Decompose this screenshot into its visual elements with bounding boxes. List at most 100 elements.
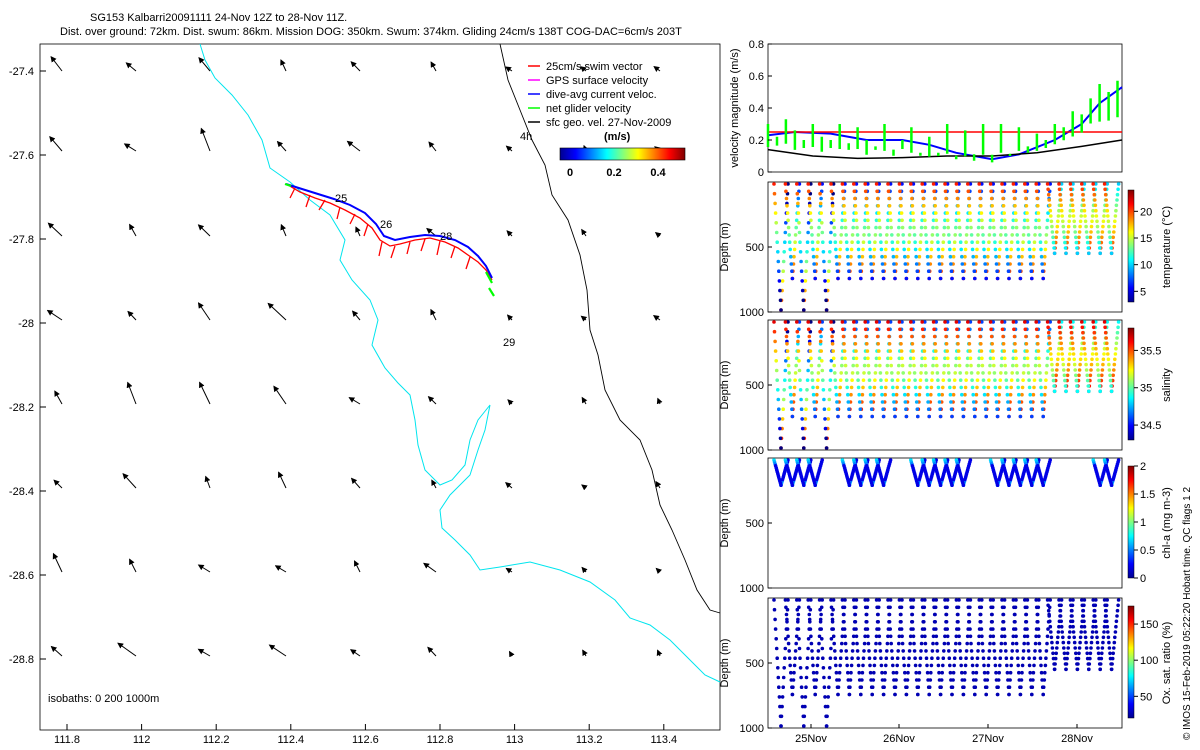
profile-point	[1086, 246, 1091, 250]
profile-point	[817, 225, 821, 230]
profile-point	[936, 247, 941, 252]
profile-point	[1051, 651, 1055, 656]
profile-point	[918, 378, 923, 383]
profile-point	[779, 308, 783, 312]
profile-point	[1023, 320, 1027, 324]
profile-point	[1094, 624, 1098, 629]
profile-point	[945, 182, 950, 186]
profile-point	[1114, 208, 1118, 213]
profile-point	[1075, 251, 1080, 256]
profile-point	[777, 407, 781, 412]
profile-point	[870, 276, 874, 281]
profile-point	[1001, 204, 1006, 208]
profile-point	[790, 276, 795, 281]
profile-point	[1091, 624, 1095, 629]
profile-point	[1089, 640, 1094, 645]
profile-point	[1094, 182, 1098, 186]
profile-point	[913, 247, 918, 252]
profile-point	[1034, 218, 1038, 223]
profile-point	[840, 182, 845, 186]
profile-point	[773, 339, 777, 344]
depth-ylabel: Depth (m)	[719, 223, 731, 272]
profile-point	[979, 204, 983, 208]
profile-point	[796, 201, 800, 206]
profile-point	[975, 385, 979, 390]
profile-point	[1071, 352, 1076, 356]
profile-point	[938, 414, 943, 419]
profile-point	[793, 649, 798, 653]
profile-point	[810, 378, 815, 383]
sfc-velocity-arrow	[54, 390, 63, 405]
profile-point	[829, 320, 833, 324]
profile-point	[943, 327, 948, 332]
profile-point	[1092, 330, 1097, 335]
profile-point	[830, 196, 834, 201]
profile-point	[891, 392, 896, 397]
sfc-velocity-arrow	[653, 66, 661, 72]
legend-label: 25cm/s swim vector	[546, 61, 643, 73]
sfc-velocity-arrow	[506, 314, 514, 321]
profile-point	[1032, 656, 1037, 660]
profile-point	[1014, 218, 1018, 223]
profile-point	[813, 692, 817, 697]
profile-point	[1083, 219, 1088, 224]
profile-point	[895, 378, 900, 383]
y-tick-label: 1000	[740, 723, 764, 735]
profile-point	[925, 254, 930, 259]
profile-point	[932, 334, 937, 339]
profile-point	[1077, 373, 1081, 378]
profile-point	[833, 240, 838, 244]
profile-point	[993, 378, 997, 383]
profile-point	[823, 417, 827, 421]
profile-point	[1069, 325, 1073, 330]
profile-point	[781, 259, 786, 264]
profile-point	[875, 196, 880, 201]
profile-point	[838, 378, 843, 383]
profile-point	[955, 327, 959, 332]
profile-point	[1006, 262, 1010, 266]
profile-point	[1023, 605, 1028, 610]
profile-point	[1091, 187, 1096, 192]
profile-point	[929, 385, 934, 390]
profile-point	[938, 269, 942, 274]
profile-point	[895, 656, 900, 660]
profile-point	[963, 247, 968, 252]
profile-point	[824, 724, 829, 728]
profile-point	[853, 204, 858, 208]
profile-point	[968, 182, 973, 186]
profile-point	[897, 598, 902, 602]
profile-point	[969, 363, 973, 368]
x-tick-label: 27Nov	[972, 733, 1004, 745]
profile-point	[886, 605, 891, 610]
profile-point	[890, 649, 894, 653]
profile-point	[1004, 649, 1008, 653]
profile-point	[931, 182, 936, 186]
profile-point	[832, 225, 836, 230]
profile-point	[781, 407, 785, 412]
sfc-velocity-arrow	[53, 479, 63, 489]
profile-point	[866, 225, 871, 230]
dac-vectors	[285, 183, 493, 279]
profile-point	[1064, 389, 1068, 394]
profile-point	[1030, 692, 1034, 697]
profile-point	[818, 201, 823, 206]
profile-point	[1107, 368, 1112, 372]
profile-point	[778, 288, 782, 293]
profile-point	[821, 666, 826, 670]
profile-point	[796, 612, 801, 617]
profile-point	[951, 670, 956, 675]
profile-point	[1012, 612, 1017, 617]
profile-point	[1113, 635, 1117, 640]
profile-point	[1011, 218, 1016, 223]
profile-point	[979, 349, 984, 353]
profile-point	[797, 368, 802, 373]
profile-point	[944, 204, 949, 208]
profile-point	[875, 605, 879, 610]
profile-point	[836, 276, 840, 281]
series-net-velocity	[766, 80, 1119, 163]
sfc-velocity-arrow	[268, 644, 287, 657]
profile-point	[1051, 235, 1055, 240]
profile-point	[1052, 384, 1056, 388]
profile-point	[826, 279, 830, 283]
profile-point	[1011, 182, 1016, 186]
